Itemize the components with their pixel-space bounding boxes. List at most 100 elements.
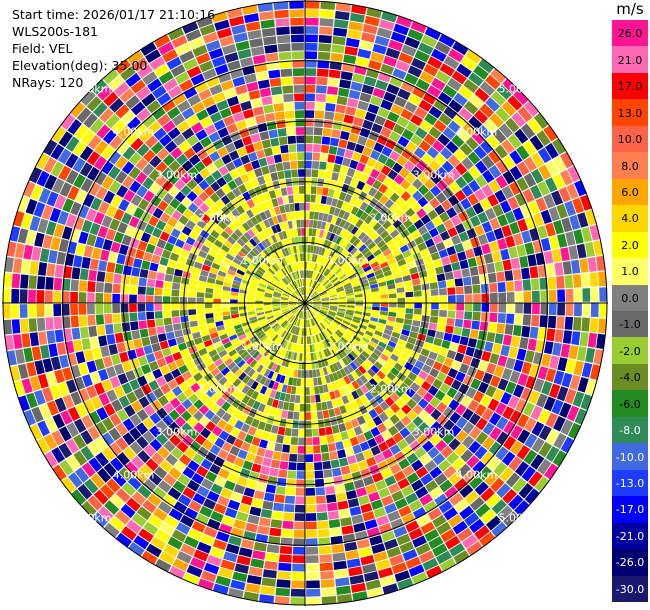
- velocity-gate: [62, 367, 73, 381]
- velocity-gate: [90, 197, 103, 211]
- velocity-gate: [221, 515, 235, 527]
- velocity-gate: [296, 262, 300, 271]
- velocity-gate: [164, 515, 179, 529]
- velocity-gate: [389, 181, 400, 192]
- velocity-gate: [386, 239, 396, 248]
- velocity-gate: [453, 92, 468, 107]
- velocity-gate: [182, 466, 195, 479]
- velocity-gate: [309, 219, 314, 228]
- velocity-gate: [544, 463, 559, 480]
- velocity-gate: [514, 500, 530, 516]
- velocity-gate: [442, 127, 456, 140]
- velocity-gate: [245, 143, 255, 154]
- velocity-gate: [284, 427, 292, 437]
- velocity-gate: [524, 488, 540, 505]
- velocity-gate: [355, 241, 364, 250]
- velocity-gate: [280, 305, 289, 309]
- velocity-gate: [334, 245, 341, 254]
- velocity-gate: [472, 311, 481, 321]
- velocity-gate: [339, 273, 347, 280]
- velocity-gate: [342, 157, 351, 167]
- velocity-gate: [322, 257, 328, 266]
- velocity-gate: [386, 83, 400, 95]
- velocity-gate: [390, 229, 400, 239]
- velocity-gate: [52, 413, 65, 429]
- velocity-gate: [439, 558, 457, 572]
- velocity-gate: [546, 429, 560, 445]
- velocity-gate: [215, 345, 225, 354]
- velocity-gate: [83, 349, 94, 362]
- velocity-gate: [54, 369, 65, 384]
- velocity-gate: [461, 328, 471, 338]
- velocity-gate: [259, 11, 274, 21]
- velocity-gate: [108, 75, 124, 91]
- velocity-gate: [17, 195, 30, 212]
- velocity-gate: [418, 370, 429, 380]
- velocity-gate: [275, 314, 284, 320]
- velocity-gate: [196, 109, 209, 121]
- velocity-gate: [21, 259, 31, 274]
- velocity-gate: [344, 149, 354, 159]
- velocity-gate: [295, 289, 301, 297]
- velocity-gate: [268, 69, 281, 79]
- velocity-gate: [222, 311, 231, 316]
- velocity-gate: [446, 349, 457, 360]
- velocity-gate: [461, 157, 474, 170]
- velocity-gate: [218, 165, 229, 176]
- velocity-gate: [317, 324, 323, 332]
- velocity-gate: [342, 230, 351, 240]
- velocity-gate: [381, 495, 394, 507]
- velocity-gate: [152, 207, 164, 219]
- velocity-gate: [399, 167, 410, 179]
- velocity-gate: [168, 467, 182, 480]
- velocity-gate: [524, 433, 538, 449]
- velocity-gate: [167, 85, 183, 99]
- velocity-gate: [372, 472, 384, 483]
- velocity-gate: [174, 179, 186, 191]
- velocity-gate: [136, 86, 151, 101]
- velocity-gate: [246, 300, 255, 303]
- velocity-gate: [214, 19, 230, 31]
- velocity-gate: [68, 472, 83, 488]
- velocity-gate: [84, 478, 99, 494]
- velocity-gate: [218, 220, 228, 230]
- velocity-gate: [369, 279, 378, 286]
- velocity-gate: [313, 343, 318, 352]
- velocity-gate: [478, 360, 489, 372]
- velocity-gate: [281, 306, 289, 310]
- velocity-gate: [95, 452, 109, 467]
- velocity-gate: [347, 300, 355, 303]
- velocity-gate: [278, 250, 285, 258]
- velocity-gate: [217, 72, 232, 83]
- velocity-gate: [73, 339, 83, 352]
- velocity-gate: [399, 427, 411, 439]
- velocity-gate: [310, 352, 315, 361]
- velocity-gate: [305, 160, 312, 169]
- velocity-gate: [357, 272, 366, 279]
- velocity-gate: [45, 317, 54, 331]
- velocity-gate: [302, 303, 305, 311]
- velocity-gate: [358, 231, 367, 241]
- velocity-gate: [108, 427, 122, 441]
- colorbar-label: -1.0: [619, 318, 641, 332]
- velocity-gate: [397, 439, 409, 451]
- velocity-gate: [319, 229, 325, 238]
- velocity-gate: [296, 318, 300, 327]
- velocity-gate: [297, 279, 301, 287]
- velocity-gate: [115, 532, 132, 548]
- velocity-gate: [546, 328, 556, 342]
- velocity-gate: [374, 384, 384, 394]
- velocity-gate: [405, 207, 416, 218]
- velocity-gate: [75, 189, 88, 204]
- velocity-gate: [181, 160, 194, 172]
- velocity-gate: [273, 252, 280, 261]
- velocity-gate: [524, 242, 535, 255]
- velocity-gate: [131, 330, 141, 340]
- velocity-gate: [318, 312, 325, 319]
- velocity-gate: [382, 376, 392, 386]
- velocity-gate: [238, 503, 251, 514]
- velocity-gate: [274, 289, 282, 294]
- velocity-gate: [392, 68, 407, 80]
- velocity-gate: [366, 327, 375, 334]
- velocity-gate: [121, 482, 136, 497]
